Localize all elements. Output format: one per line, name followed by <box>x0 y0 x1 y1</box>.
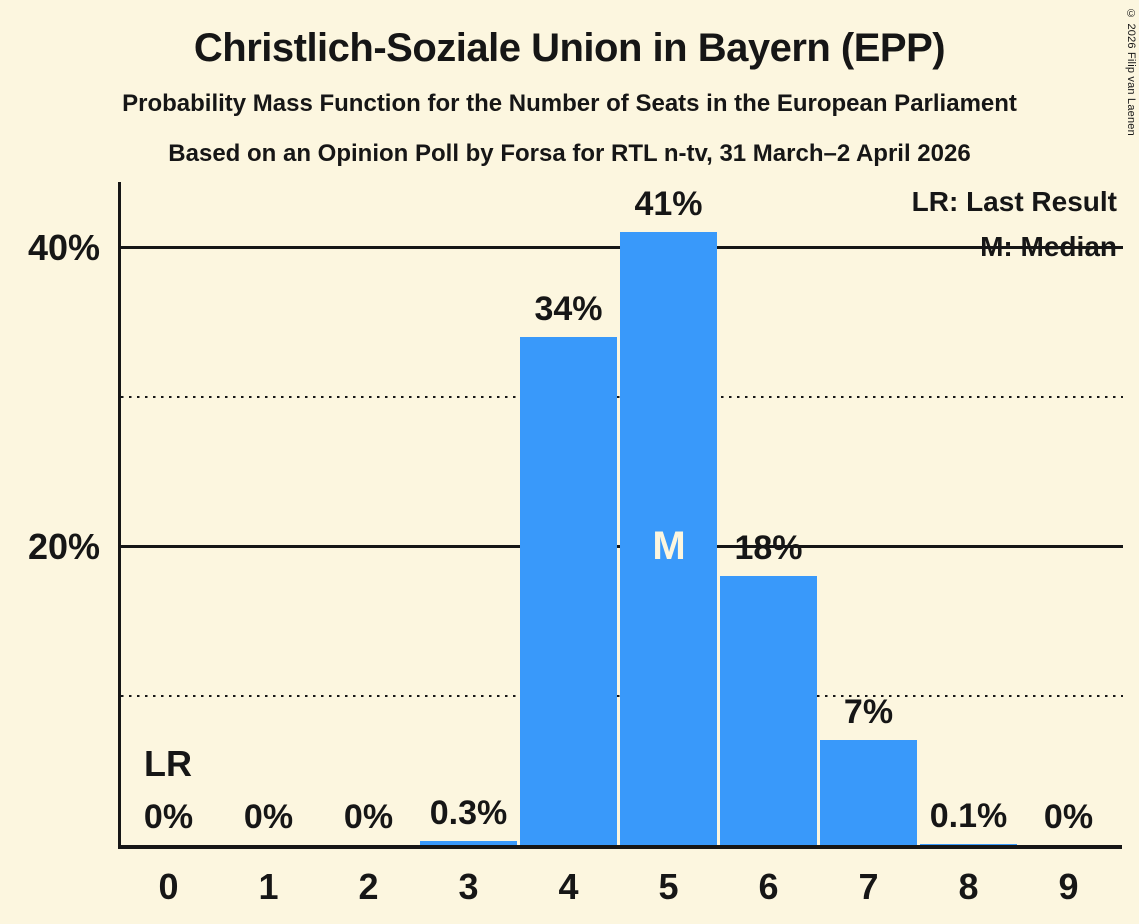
x-axis-line <box>118 845 1122 849</box>
chart-subtitle: Probability Mass Function for the Number… <box>122 90 1017 117</box>
bar-seat-5 <box>620 232 717 845</box>
x-tick-label-seat-4: 4 <box>558 866 579 907</box>
legend-median: M: Median <box>980 231 1117 262</box>
value-label-seat-0: 0% <box>143 798 194 836</box>
chart-source-line: Based on an Opinion Poll by Forsa for RT… <box>168 140 971 167</box>
last-result-marker: LR <box>144 743 192 784</box>
median-marker: M <box>652 524 686 568</box>
value-label-seat-6: 18% <box>734 528 803 567</box>
bar-seat-8 <box>920 843 1017 845</box>
x-tick-label-seat-2: 2 <box>358 866 379 907</box>
x-tick-label-seat-5: 5 <box>658 866 679 907</box>
value-label-seat-7: 7% <box>843 693 894 732</box>
bar-seat-4 <box>520 336 617 845</box>
x-tick-label-seat-3: 3 <box>458 866 479 907</box>
value-label-seat-2: 0% <box>343 798 394 836</box>
value-label-seat-8: 0.1% <box>929 796 1008 835</box>
x-tick-label-seat-6: 6 <box>758 866 779 907</box>
chart-title: Christlich-Soziale Union in Bayern (EPP) <box>193 26 946 70</box>
bar-seat-7 <box>820 740 917 845</box>
bar-seat-3 <box>420 840 517 845</box>
y-tick-label: 40% <box>27 227 100 268</box>
copyright-notice: © 2026 Filip van Laenen <box>1125 8 1137 136</box>
value-label-seat-1: 0% <box>243 798 294 836</box>
value-label-seat-4: 34% <box>534 289 603 328</box>
value-label-seat-5: 41% <box>634 185 703 224</box>
value-label-seat-9: 0% <box>1043 798 1094 836</box>
x-tick-label-seat-1: 1 <box>258 866 279 907</box>
x-tick-label-seat-0: 0 <box>158 866 179 907</box>
value-label-seat-3: 0.3% <box>429 793 508 832</box>
x-tick-label-seat-8: 8 <box>958 866 979 907</box>
y-tick-label: 20% <box>27 526 100 567</box>
x-tick-label-seat-7: 7 <box>858 866 879 907</box>
y-axis-line <box>118 182 121 849</box>
x-tick-label-seat-9: 9 <box>1058 866 1079 907</box>
bar-seat-6 <box>720 575 817 845</box>
legend-last-result: LR: Last Result <box>911 186 1117 217</box>
